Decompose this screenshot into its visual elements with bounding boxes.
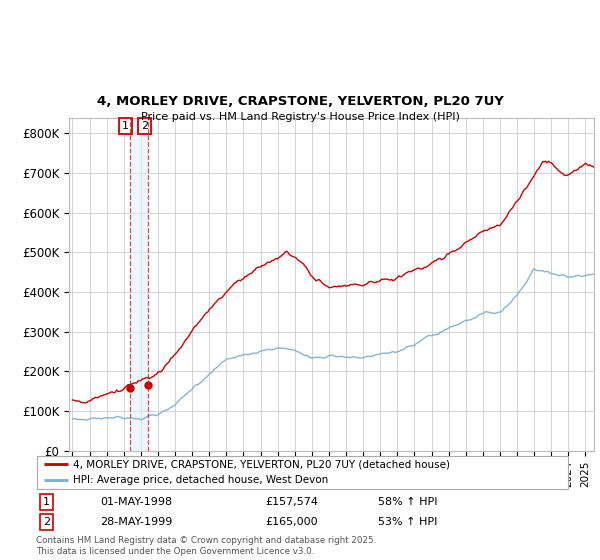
Text: 4, MORLEY DRIVE, CRAPSTONE, YELVERTON, PL20 7UY: 4, MORLEY DRIVE, CRAPSTONE, YELVERTON, P… — [97, 95, 503, 108]
Text: 1: 1 — [122, 121, 129, 131]
Text: Price paid vs. HM Land Registry's House Price Index (HPI): Price paid vs. HM Land Registry's House … — [140, 112, 460, 122]
Text: 53% ↑ HPI: 53% ↑ HPI — [378, 517, 437, 527]
Text: £157,574: £157,574 — [266, 497, 319, 507]
Text: 2: 2 — [140, 121, 148, 131]
Text: 28-MAY-1999: 28-MAY-1999 — [100, 517, 172, 527]
Text: 4, MORLEY DRIVE, CRAPSTONE, YELVERTON, PL20 7UY (detached house): 4, MORLEY DRIVE, CRAPSTONE, YELVERTON, P… — [73, 459, 451, 469]
Text: HPI: Average price, detached house, West Devon: HPI: Average price, detached house, West… — [73, 475, 329, 486]
Text: 2: 2 — [43, 517, 50, 527]
Text: 1: 1 — [43, 497, 50, 507]
Text: £165,000: £165,000 — [266, 517, 318, 527]
FancyBboxPatch shape — [37, 456, 568, 488]
Text: Contains HM Land Registry data © Crown copyright and database right 2025.
This d: Contains HM Land Registry data © Crown c… — [36, 536, 376, 556]
Text: 58% ↑ HPI: 58% ↑ HPI — [378, 497, 437, 507]
Text: 01-MAY-1998: 01-MAY-1998 — [100, 497, 172, 507]
Bar — [130, 118, 148, 451]
